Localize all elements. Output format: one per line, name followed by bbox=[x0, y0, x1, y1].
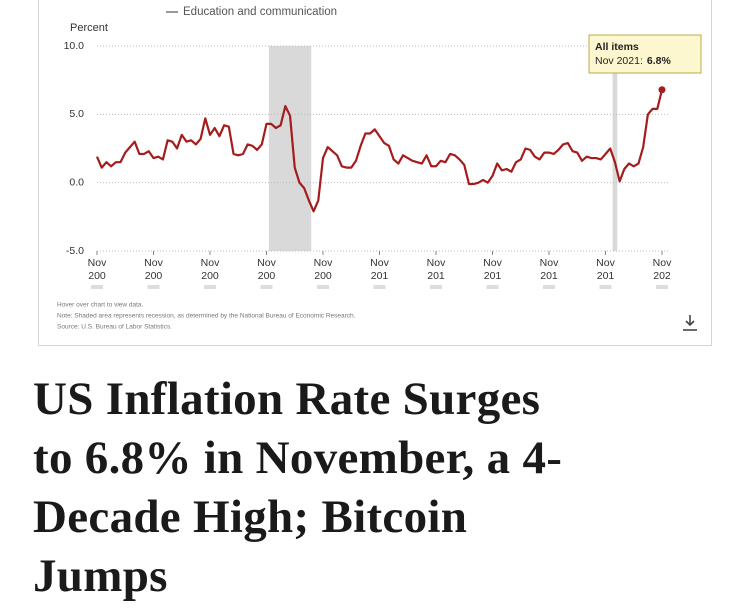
x-tick-blur bbox=[317, 285, 329, 289]
x-tick-label: Nov bbox=[653, 257, 672, 269]
x-tick-blur bbox=[204, 285, 216, 289]
x-tick-blur bbox=[91, 285, 103, 289]
data-line bbox=[95, 89, 664, 213]
x-tick-label: Nov bbox=[201, 257, 220, 269]
x-tick-label: 200 bbox=[88, 270, 106, 282]
headline-line: Decade High; Bitcoin bbox=[33, 491, 468, 543]
x-tick-label: Nov bbox=[427, 257, 446, 269]
tooltip-title: All items bbox=[595, 41, 639, 53]
tooltip: All items Nov 2021: 6.8% bbox=[588, 34, 702, 74]
x-tick-blur bbox=[260, 285, 273, 289]
recession-band bbox=[612, 46, 618, 251]
x-tick-label: 201 bbox=[540, 270, 558, 282]
tooltip-box bbox=[588, 34, 702, 74]
x-tick-label: 200 bbox=[314, 270, 332, 282]
x-tick-blur bbox=[599, 285, 612, 289]
y-tick-label: -5.0 bbox=[66, 245, 84, 257]
x-tick-label: Nov bbox=[144, 257, 163, 269]
recession-band bbox=[268, 46, 312, 251]
x-tick-label: 201 bbox=[371, 270, 389, 282]
x-tick-label: 200 bbox=[145, 270, 163, 282]
x-tick-blur bbox=[543, 285, 555, 289]
headline-line: Jumps bbox=[33, 550, 168, 602]
y-tick-label: 10.0 bbox=[64, 40, 85, 52]
tooltip-label: Nov 2021: 6.8% bbox=[595, 55, 671, 67]
x-tick-blur bbox=[486, 285, 499, 289]
x-tick-label: Nov bbox=[257, 257, 276, 269]
chart-frame bbox=[38, 0, 712, 346]
x-tick-blur bbox=[656, 285, 668, 289]
download-icon[interactable] bbox=[683, 315, 697, 331]
tooltip-value: 6.8% bbox=[647, 55, 672, 67]
x-tick-label: 201 bbox=[427, 270, 445, 282]
x-tick-label: Nov bbox=[88, 257, 107, 269]
x-tick-label: 202 bbox=[653, 270, 671, 282]
note: Note: Shaded area represents recession, … bbox=[57, 313, 356, 320]
end-point bbox=[658, 86, 666, 94]
x-tick-label: 201 bbox=[484, 270, 502, 282]
tooltip-date: Nov 2021: bbox=[595, 55, 643, 67]
note: Hover over chart to view data. bbox=[57, 302, 144, 309]
x-tick-label: 200 bbox=[201, 270, 219, 282]
legend-label: Education and communication bbox=[183, 6, 337, 18]
x-tick-blur bbox=[430, 285, 442, 289]
x-tick-label: Nov bbox=[314, 257, 333, 269]
chart: Education and communication Percent Hove… bbox=[57, 6, 702, 331]
x-tick-blur bbox=[147, 285, 160, 289]
y-tick-label: 5.0 bbox=[69, 108, 84, 120]
x-tick-label: 200 bbox=[258, 270, 276, 282]
headline-line: US Inflation Rate Surges bbox=[33, 373, 541, 425]
y-axis-label: Percent bbox=[70, 22, 108, 34]
x-tick-blur bbox=[373, 285, 386, 289]
x-tick-label: 201 bbox=[597, 270, 615, 282]
headline: US Inflation Rate Surges to 6.8% in Nove… bbox=[33, 370, 562, 606]
headline-line: to 6.8% in November, a 4- bbox=[33, 432, 563, 484]
x-tick-label: Nov bbox=[370, 257, 389, 269]
x-tick-label: Nov bbox=[483, 257, 502, 269]
note: Source: U.S. Bureau of Labor Statistics. bbox=[57, 324, 172, 331]
x-tick-label: Nov bbox=[540, 257, 559, 269]
x-tick-label: Nov bbox=[596, 257, 615, 269]
y-tick-label: 0.0 bbox=[69, 176, 84, 188]
